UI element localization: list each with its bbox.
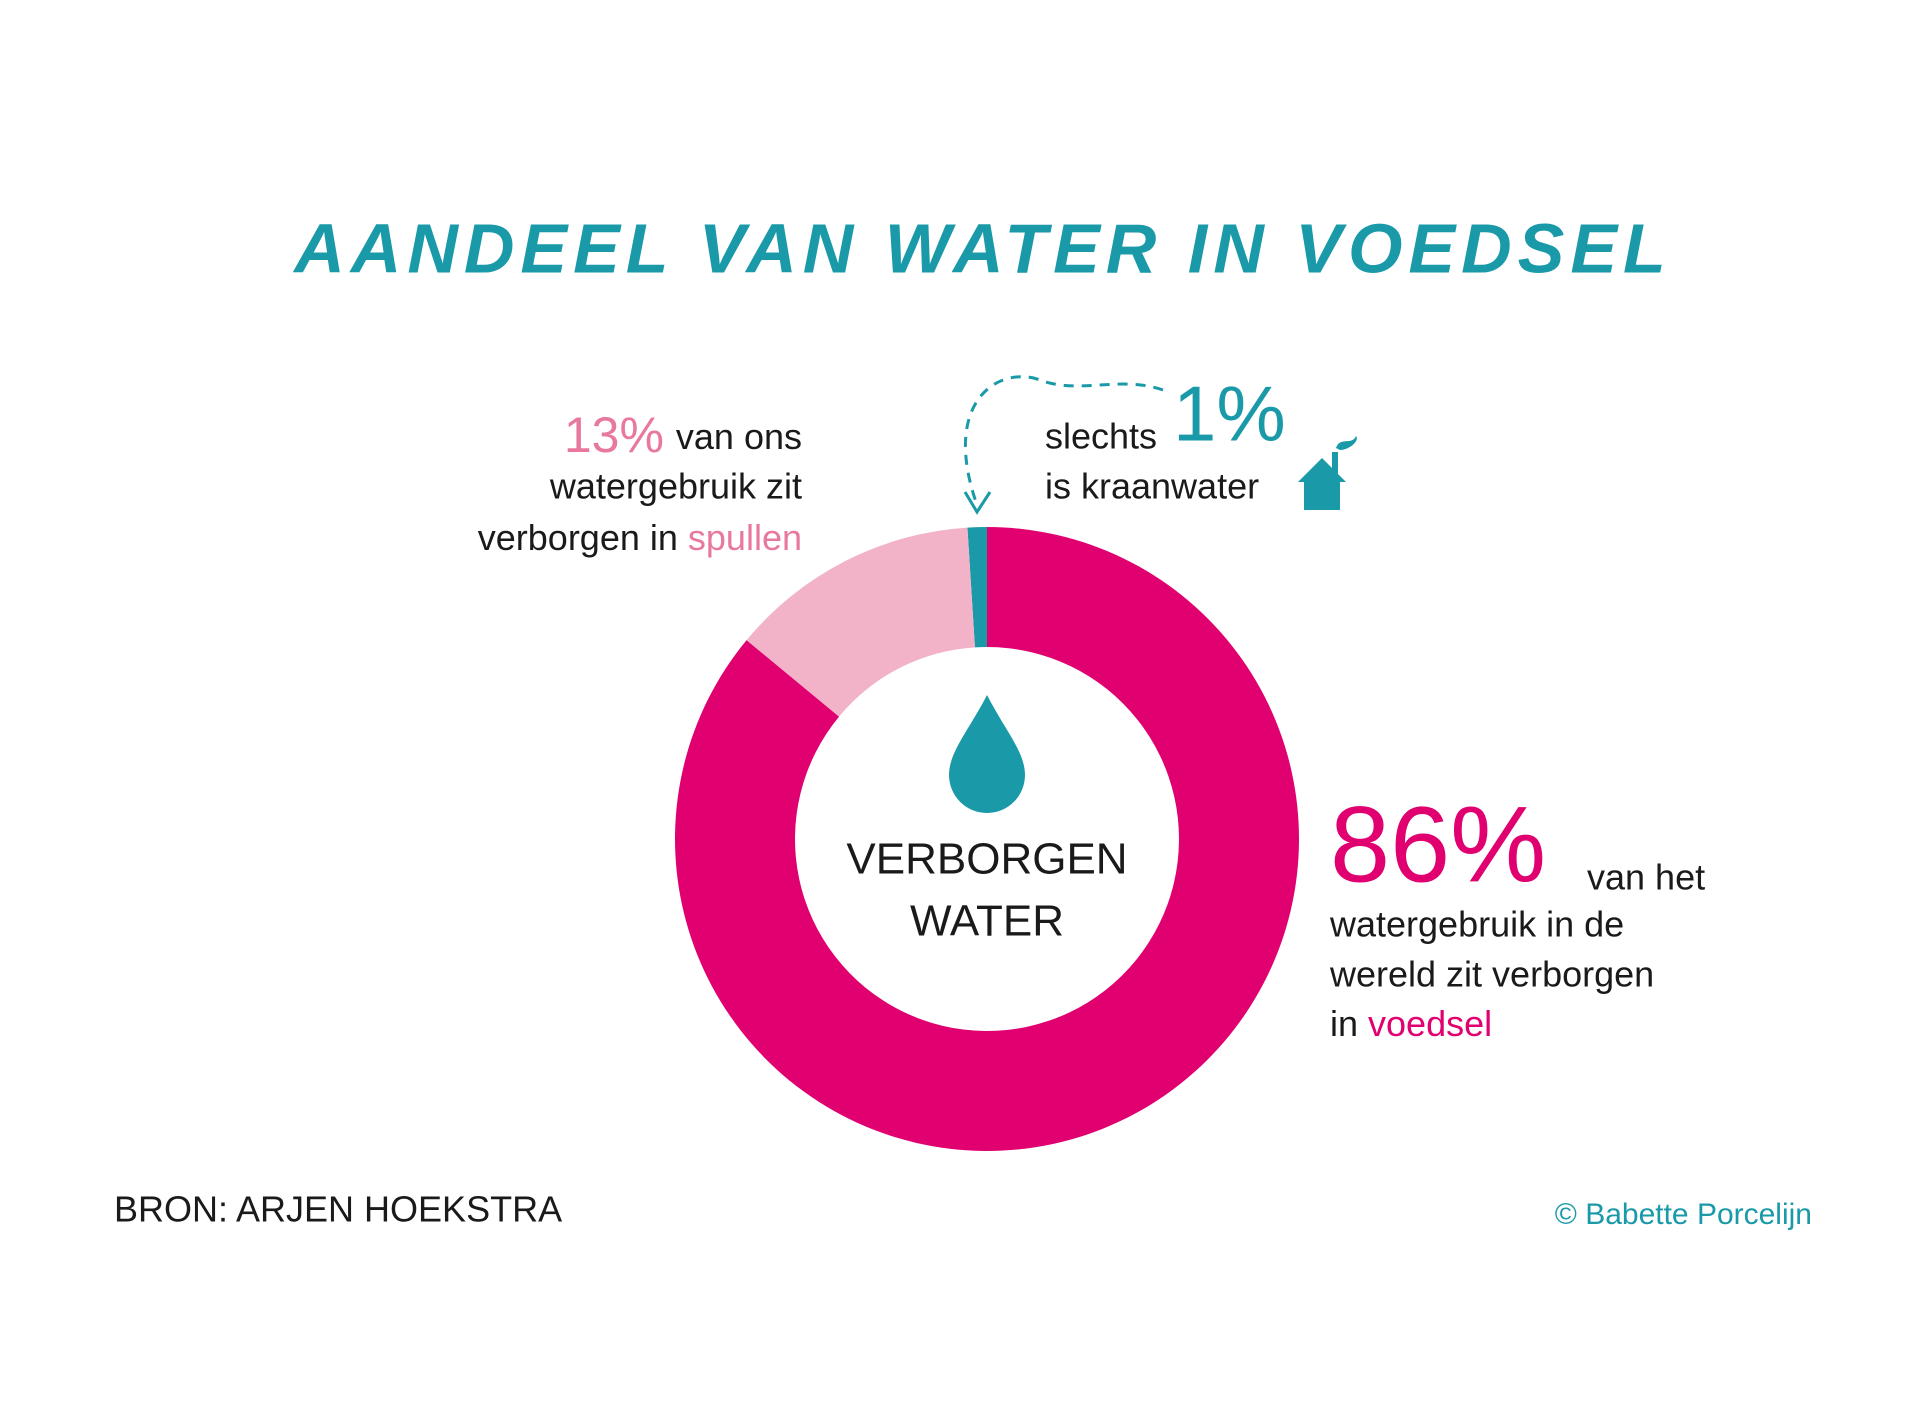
annotation: in voedsel <box>1330 1003 1492 1044</box>
arrow-head <box>963 491 992 515</box>
annotation-line: is kraanwater <box>1045 466 1259 507</box>
value-label: 1% <box>1173 370 1286 458</box>
source: BRON: ARJEN HOEKSTRA <box>114 1189 562 1230</box>
house-icon <box>1298 452 1346 510</box>
arrow <box>964 375 1164 506</box>
value-label: 13% <box>564 407 664 463</box>
annotation: 13% van ons <box>564 407 802 463</box>
annotation-line: verborgen in <box>478 517 678 558</box>
credit: © Babette Porcelijn <box>1555 1198 1812 1231</box>
value-label: 86% <box>1330 784 1546 905</box>
annotation-line: van het <box>1587 857 1705 898</box>
chart-title: AANDEEL VAN WATER IN VOEDSEL <box>292 209 1672 287</box>
center-label: VERBORGEN <box>846 835 1127 884</box>
annotation-highlight: voedsel <box>1368 1003 1492 1044</box>
annotation-line: in <box>1330 1003 1358 1044</box>
donut-slice <box>674 527 1299 1151</box>
annotation-line: watergebruik zit <box>549 466 802 507</box>
annotation-line: slechts <box>1045 416 1157 457</box>
donut <box>674 527 1299 1151</box>
annotation-line: watergebruik in de <box>1329 904 1624 945</box>
drop-icon <box>949 695 1025 813</box>
annotation-highlight: spullen <box>688 517 802 558</box>
smoke-icon <box>1336 436 1357 450</box>
annotation-line: wereld zit verborgen <box>1329 954 1654 995</box>
donut-slice <box>746 527 975 717</box>
annotation-line: van ons <box>676 416 802 457</box>
donut-slice <box>967 527 987 648</box>
center-label: WATER <box>910 897 1064 946</box>
annotation: verborgen in spullen <box>478 517 802 558</box>
